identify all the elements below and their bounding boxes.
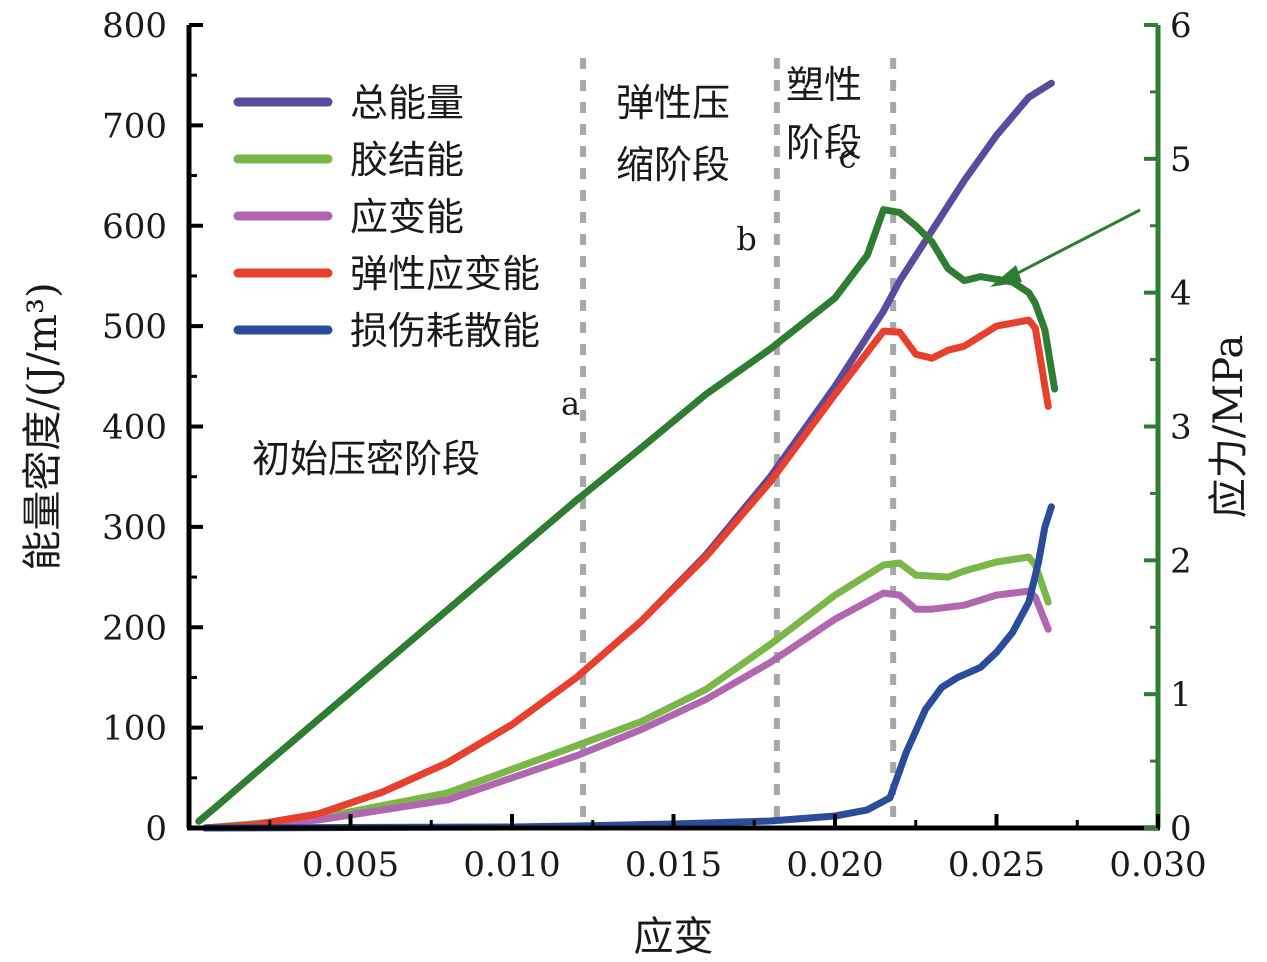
left-tick-label: 300 (102, 508, 167, 548)
point-label-b: b (736, 220, 756, 258)
x-tick-label: 0.025 (948, 845, 1045, 885)
left-axis-title: 能量密度/(J/m³) (20, 282, 66, 570)
right-tick-label: 3 (1170, 408, 1192, 448)
stress-arrow-head (990, 265, 1022, 287)
x-tick-label: 0.020 (786, 845, 883, 885)
axes-layer (186, 23, 1161, 831)
left-tick-label: 200 (102, 608, 167, 648)
x-tick-label: 0.010 (463, 845, 560, 885)
legend-label-1: 总能量 (350, 81, 464, 125)
series-line-5 (201, 503, 1055, 832)
legend-label-3: 应变能 (350, 195, 464, 239)
x-tick-label: 0.015 (625, 845, 722, 885)
series-line-2 (201, 553, 1052, 832)
stress-arrow-shaft (1007, 208, 1141, 280)
right-tick-label: 5 (1170, 140, 1192, 180)
legend-label-2: 胶结能 (350, 138, 464, 182)
point-label-a: a (561, 385, 580, 423)
left-tick-label: 700 (102, 106, 167, 146)
stage-boundaries (580, 58, 897, 828)
stage-label-plastic: 塑性阶段 (786, 63, 862, 165)
right-axis-title: 应力/MPa (1206, 335, 1252, 518)
right-tick-label: 6 (1170, 6, 1192, 46)
series-line-3 (201, 587, 1052, 832)
legend-label-4: 弹性应变能 (350, 252, 540, 296)
stage-label-elastic: 弹性压缩阶段 (616, 81, 730, 187)
right-tick-label: 0 (1170, 809, 1192, 849)
left-tick-label: 400 (102, 408, 167, 448)
right-tick-label: 2 (1170, 541, 1192, 581)
left-tick-label: 600 (102, 207, 167, 247)
x-axis-title: 应变 (634, 914, 714, 960)
tick-labels: 0 100 200 300 400 500 600 700 800 0 1 2 3 4 5 6 0.005 0.0… (102, 6, 1207, 885)
x-tick-label: 0.005 (302, 845, 399, 885)
left-tick-label: 500 (102, 307, 167, 347)
right-tick-label: 4 (1170, 274, 1192, 314)
point-label-c: c (839, 138, 857, 176)
left-tick-label: 0 (145, 809, 167, 849)
series-line-4 (201, 316, 1052, 832)
stage-label-initial: 初始压密阶段 (252, 437, 480, 481)
legend-label-5: 损伤耗散能 (350, 309, 540, 353)
left-tick-label: 100 (102, 709, 167, 749)
x-tick-label: 0.030 (1109, 845, 1206, 885)
right-tick-label: 1 (1170, 675, 1192, 715)
left-tick-label: 800 (102, 6, 167, 46)
